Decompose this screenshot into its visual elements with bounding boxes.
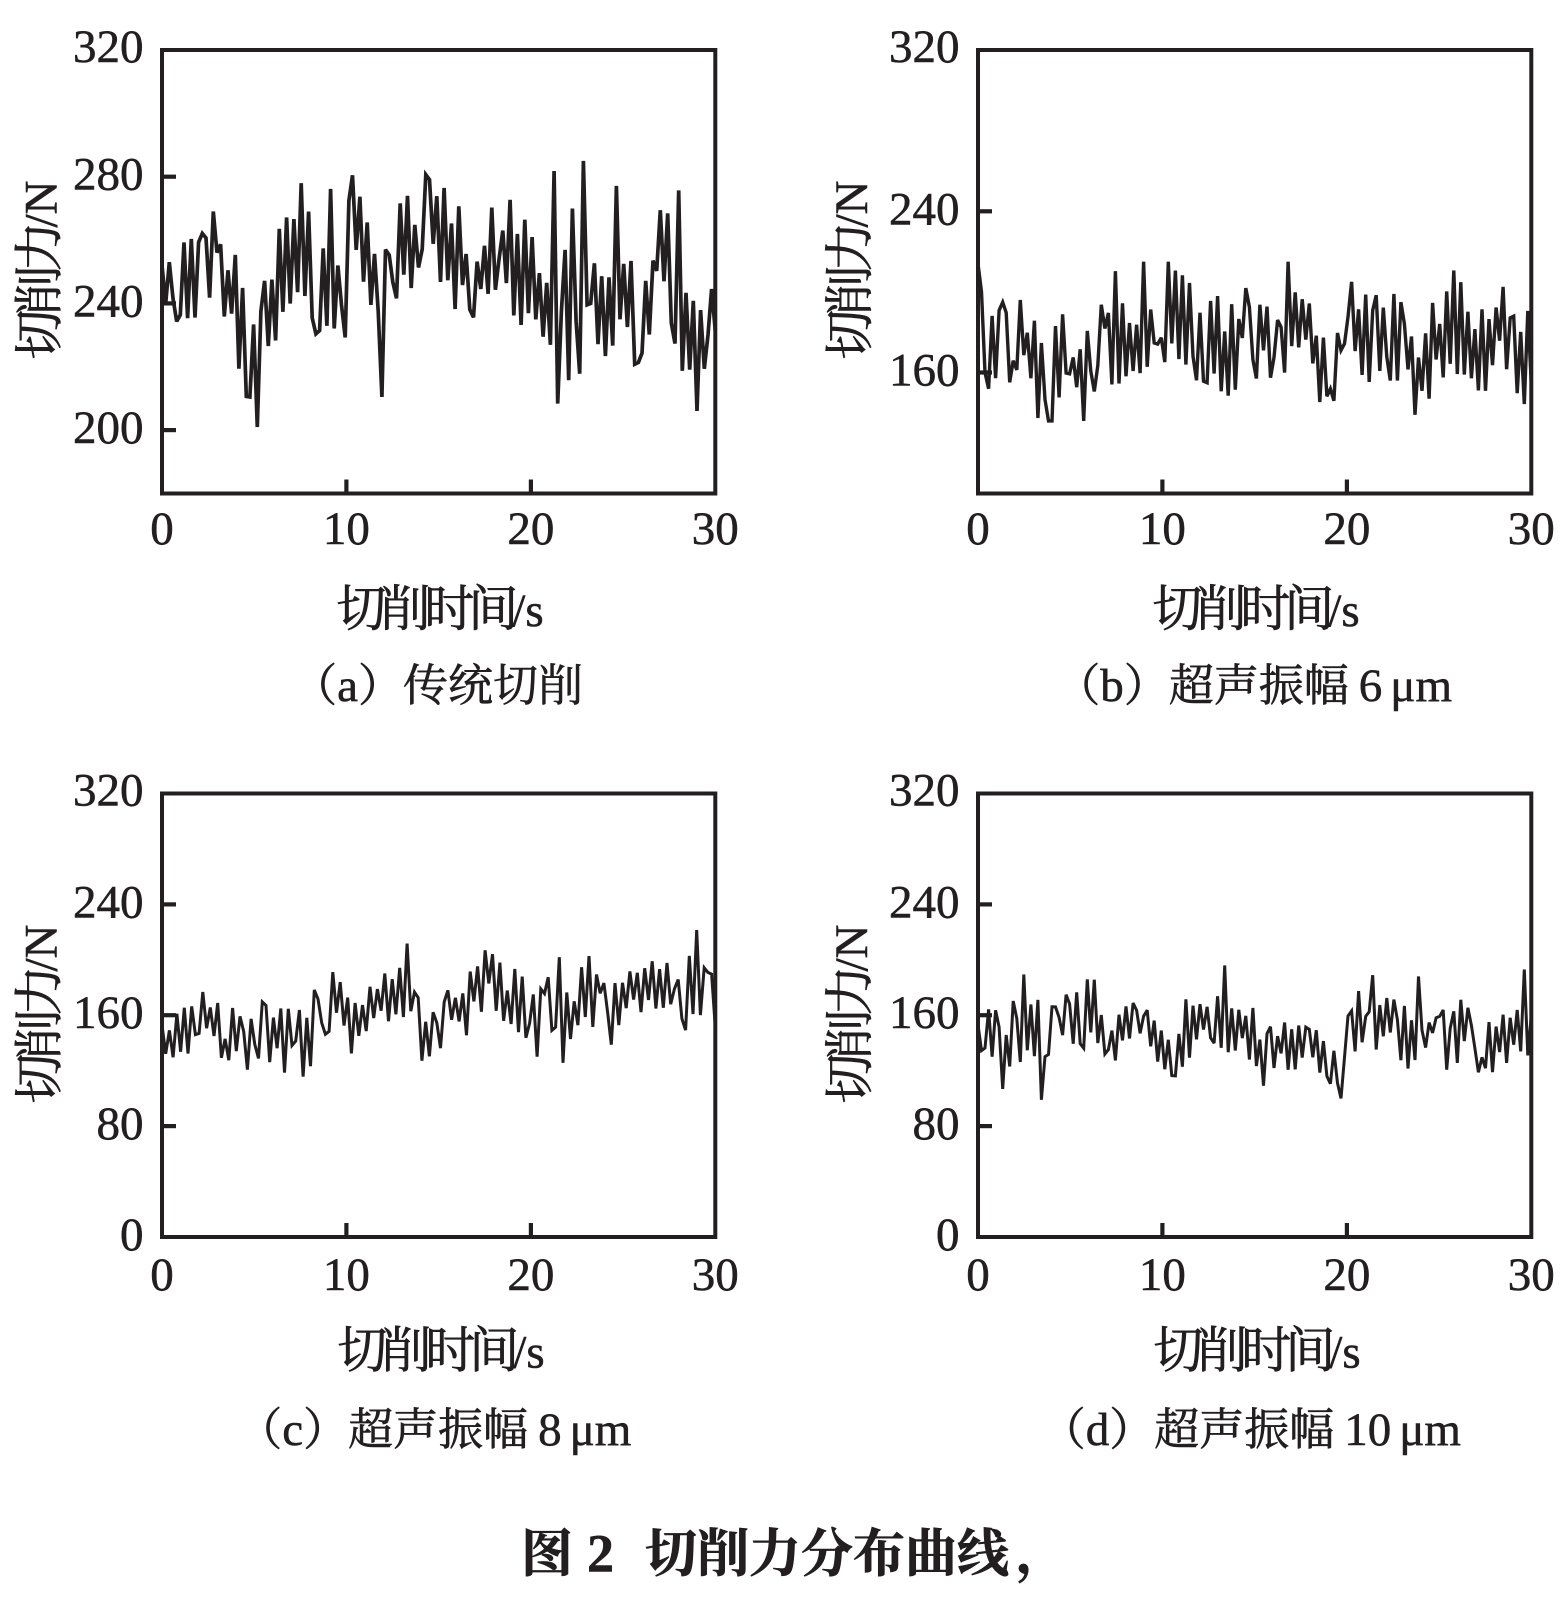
- svg-text:280: 280: [73, 149, 144, 201]
- svg-text:320: 320: [73, 21, 144, 73]
- svg-text:6: 6: [1359, 660, 1383, 712]
- svg-text:320: 320: [889, 21, 960, 73]
- svg-text:240: 240: [73, 876, 144, 928]
- svg-text:30: 30: [692, 503, 739, 555]
- svg-text:/N: /N: [826, 181, 878, 228]
- svg-text:a: a: [337, 660, 358, 712]
- svg-text:20: 20: [1323, 503, 1370, 555]
- svg-text:0: 0: [966, 1249, 990, 1301]
- svg-text:80: 80: [913, 1098, 960, 1150]
- svg-text:/N: /N: [16, 925, 68, 972]
- svg-text:/s: /s: [512, 585, 543, 637]
- svg-text:30: 30: [692, 1249, 739, 1301]
- svg-text:240: 240: [889, 876, 960, 928]
- svg-text:0: 0: [966, 503, 990, 555]
- svg-text:160: 160: [889, 987, 960, 1039]
- svg-text:2: 2: [587, 1524, 614, 1584]
- svg-text:0: 0: [150, 503, 174, 555]
- svg-text:20: 20: [507, 1249, 554, 1301]
- svg-text:10: 10: [323, 1249, 370, 1301]
- svg-text:30: 30: [1508, 503, 1555, 555]
- svg-text:240: 240: [889, 183, 960, 235]
- svg-text:/N: /N: [16, 181, 68, 228]
- svg-text:/s: /s: [513, 1327, 544, 1379]
- svg-text:μm: μm: [1399, 1404, 1461, 1456]
- svg-text:320: 320: [73, 765, 144, 817]
- svg-text:20: 20: [1323, 1249, 1370, 1301]
- svg-text:10: 10: [1344, 1404, 1391, 1456]
- svg-text:/s: /s: [1328, 585, 1359, 637]
- svg-text:/N: /N: [826, 925, 878, 972]
- svg-text:b: b: [1100, 660, 1124, 712]
- svg-text:320: 320: [889, 765, 960, 817]
- svg-text:240: 240: [73, 275, 144, 327]
- svg-text:c: c: [282, 1404, 303, 1456]
- svg-text:200: 200: [73, 402, 144, 454]
- svg-text:0: 0: [120, 1209, 144, 1261]
- svg-text:160: 160: [889, 345, 960, 397]
- svg-text:10: 10: [1139, 503, 1186, 555]
- svg-text:μm: μm: [570, 1404, 632, 1456]
- svg-text:20: 20: [507, 503, 554, 555]
- svg-text:30: 30: [1508, 1249, 1555, 1301]
- svg-text:160: 160: [73, 987, 144, 1039]
- svg-text:d: d: [1086, 1404, 1110, 1456]
- svg-text:/s: /s: [1329, 1327, 1360, 1379]
- svg-text:μm: μm: [1390, 660, 1452, 712]
- svg-text:10: 10: [323, 503, 370, 555]
- svg-text:0: 0: [150, 1249, 174, 1301]
- svg-text:0: 0: [936, 1209, 960, 1261]
- svg-text:8: 8: [538, 1404, 562, 1456]
- svg-text:10: 10: [1139, 1249, 1186, 1301]
- svg-text:80: 80: [97, 1098, 144, 1150]
